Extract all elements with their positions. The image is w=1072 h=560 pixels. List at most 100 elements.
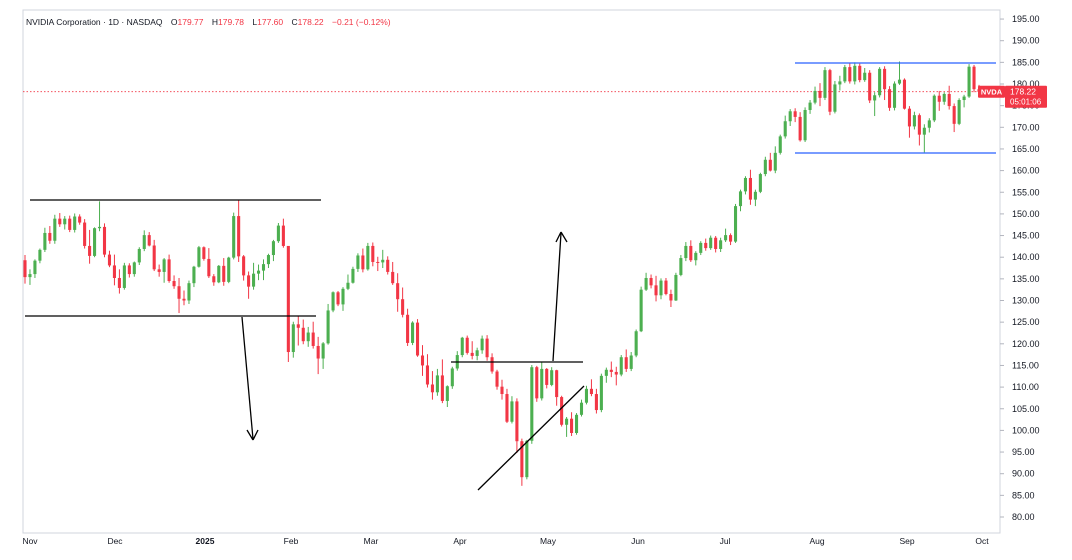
y-tick-label: 195.00	[1012, 14, 1040, 24]
candle	[266, 253, 271, 269]
candle-body	[560, 397, 564, 425]
candle	[624, 349, 628, 372]
candle	[743, 176, 748, 195]
candle-body	[644, 277, 648, 290]
candle-body	[212, 276, 216, 283]
y-tick-label: 190.00	[1012, 36, 1040, 46]
candle-body	[321, 343, 325, 359]
candle	[132, 261, 136, 277]
candle	[729, 233, 733, 246]
candle-body	[624, 357, 628, 369]
candle-body	[48, 232, 52, 241]
candle	[719, 237, 723, 253]
candle	[495, 369, 499, 390]
grid-layer	[22, 9, 1001, 534]
candle	[709, 235, 713, 250]
candle	[664, 277, 668, 296]
candle	[515, 398, 519, 453]
x-tick-label: Sep	[899, 536, 914, 546]
candle	[868, 70, 872, 104]
chart-frame	[22, 9, 1001, 534]
candle-body	[515, 401, 519, 442]
candle-body	[162, 259, 166, 272]
candle	[793, 108, 797, 123]
candle-body	[957, 100, 961, 124]
candle	[599, 373, 603, 413]
candle	[634, 329, 638, 358]
price-badge	[1005, 85, 1047, 108]
candle-body	[743, 177, 748, 192]
candle-body	[470, 352, 474, 356]
candle	[63, 216, 67, 230]
candle-body	[714, 237, 718, 249]
candle	[808, 100, 812, 114]
candle-body	[480, 338, 484, 351]
candle-body	[371, 245, 375, 262]
candle-body	[97, 226, 102, 229]
candle-body	[341, 288, 345, 305]
y-tick-label: 100.00	[1012, 425, 1040, 435]
candle	[23, 255, 27, 284]
candle-body	[396, 283, 400, 300]
candle	[97, 201, 102, 232]
candle	[242, 255, 246, 281]
symbol-badge-label: NVDA	[981, 88, 1003, 97]
candle	[450, 366, 454, 389]
candle-body	[863, 72, 867, 81]
candle	[470, 341, 474, 360]
candle-body	[897, 79, 902, 84]
candle-body	[88, 245, 92, 256]
candle-body	[425, 365, 430, 385]
candle	[256, 264, 261, 281]
candle	[912, 111, 916, 130]
candle-body	[634, 331, 638, 356]
candle	[371, 242, 375, 267]
candle-body	[93, 228, 97, 256]
candle-body	[232, 216, 236, 258]
candle	[892, 81, 897, 111]
candle	[361, 248, 365, 273]
candle	[669, 289, 673, 307]
candle-body	[798, 116, 802, 141]
candle	[843, 64, 847, 84]
candle-body	[376, 261, 380, 263]
candle	[510, 396, 514, 424]
candle	[639, 286, 643, 333]
candle-body	[276, 225, 280, 242]
candle-body	[520, 441, 524, 478]
candle	[286, 245, 290, 362]
candle	[594, 388, 598, 414]
candle	[773, 146, 777, 174]
candle	[957, 98, 961, 126]
candle	[301, 319, 305, 345]
candle	[758, 172, 762, 194]
candle	[326, 303, 330, 345]
candle	[803, 107, 807, 143]
candle	[202, 246, 206, 261]
candle	[704, 238, 708, 251]
candle-body	[574, 414, 579, 433]
candle-body	[808, 102, 812, 110]
price-badge-value: 178.22	[1010, 87, 1036, 97]
y-tick-label: 105.00	[1012, 404, 1040, 414]
breakdown-arrow-head-left	[246, 429, 254, 441]
candle-body	[912, 115, 916, 127]
candle	[848, 63, 852, 84]
candle	[967, 64, 971, 98]
candle-body	[132, 262, 136, 275]
candle-body	[242, 256, 246, 276]
candle	[386, 256, 390, 275]
candle-body	[217, 265, 221, 283]
candle-body	[545, 368, 549, 385]
candle-body	[773, 152, 777, 171]
candle	[455, 351, 459, 371]
candle-body	[888, 89, 892, 108]
chart-legend: NVIDIA Corporation · 1D · NASDAQ O179.77…	[26, 17, 391, 27]
candle-body	[23, 260, 27, 278]
y-tick-label: 135.00	[1012, 274, 1040, 284]
candle-body	[415, 322, 420, 356]
candle-body	[83, 222, 87, 246]
candle-body	[763, 159, 767, 175]
breakout-arrow-head-left	[555, 231, 562, 243]
candle-body	[868, 72, 872, 101]
